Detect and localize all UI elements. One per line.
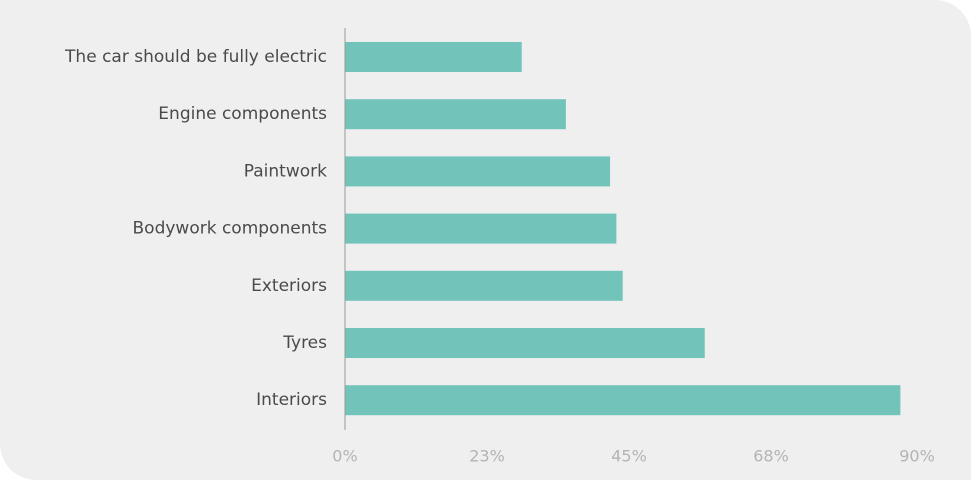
category-label: The car should be fully electric <box>64 47 327 67</box>
x-tick-label: 68% <box>753 447 789 466</box>
x-tick-label: 23% <box>469 447 505 466</box>
bar <box>345 328 705 358</box>
bar <box>345 156 611 187</box>
x-tick-label: 90% <box>899 447 935 466</box>
x-tick-label: 45% <box>611 447 647 466</box>
bar <box>345 99 566 130</box>
bar <box>345 270 623 301</box>
category-label: Tyres <box>282 333 327 353</box>
category-label: Bodywork components <box>133 219 328 239</box>
bars-group <box>345 42 901 416</box>
x-tick-labels: 0% 23% 45% 68% 90% <box>332 447 934 466</box>
bar <box>345 213 617 244</box>
category-label: Engine components <box>158 104 327 124</box>
category-label: Paintwork <box>244 161 327 181</box>
bar <box>345 385 901 416</box>
x-tick-label: 0% <box>332 447 357 466</box>
category-label: Exteriors <box>251 276 327 296</box>
category-labels: The car should be fully electric Engine c… <box>64 47 327 410</box>
category-label: Interiors <box>256 390 327 410</box>
bar <box>345 42 522 72</box>
